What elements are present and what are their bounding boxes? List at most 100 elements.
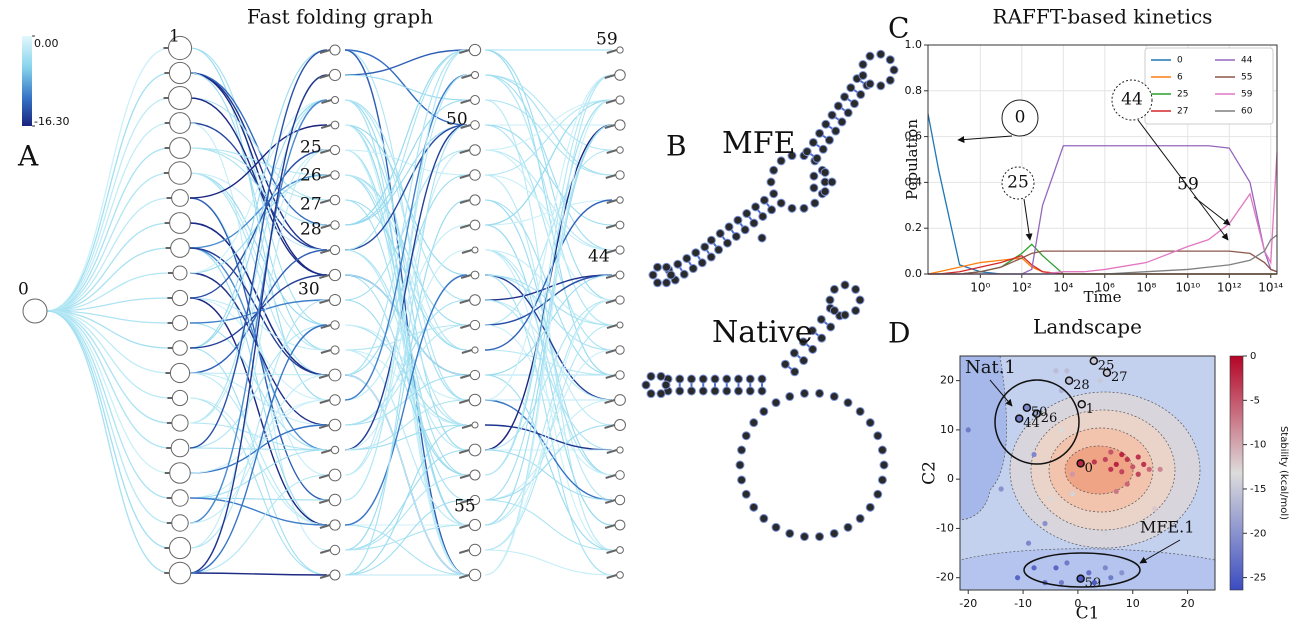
- nucleotide: [749, 418, 759, 428]
- nucleotide: [827, 110, 837, 120]
- graph-edge: [344, 124, 468, 226]
- contour-fill: [1064, 445, 1134, 495]
- graph-edge: [344, 124, 468, 276]
- graph-edge: [484, 324, 613, 551]
- graph-node: [614, 519, 626, 531]
- nucleotide: [656, 371, 666, 381]
- series-line: [928, 250, 1278, 275]
- graph-edge: [484, 149, 613, 251]
- node-stem: [605, 474, 616, 479]
- annotation-arrow: [1193, 196, 1231, 226]
- nucleotide: [767, 205, 777, 215]
- graph-node: [172, 340, 188, 356]
- graph-edge: [189, 399, 328, 474]
- legend-label: 60: [1241, 107, 1253, 117]
- annotation-label: 44: [1121, 90, 1143, 110]
- contour-fill: [960, 548, 1215, 590]
- chart-title: Landscape: [1033, 315, 1142, 339]
- node-stem: [319, 274, 330, 279]
- graph-node: [615, 470, 625, 480]
- nucleotide: [688, 264, 698, 274]
- nucleotide: [751, 202, 761, 212]
- scatter-point: [1152, 506, 1158, 512]
- nucleotide: [855, 514, 865, 524]
- nucleotide: [824, 135, 834, 145]
- nucleotide: [856, 90, 866, 100]
- scatter-point: [1124, 481, 1130, 487]
- scatter-point: [1119, 469, 1125, 475]
- nucleotide: [666, 270, 676, 280]
- nucleotide: [673, 259, 683, 269]
- node-label: 30: [298, 280, 320, 300]
- graph-node: [469, 294, 481, 306]
- nucleotide: [722, 238, 732, 248]
- nucleotide: [840, 92, 850, 102]
- legend-label: 27: [1177, 107, 1188, 117]
- scatter-point: [1135, 454, 1141, 460]
- graph-node: [330, 445, 340, 455]
- graph-node: [468, 543, 482, 557]
- point-label: 28: [1073, 378, 1090, 393]
- node-stem: [604, 74, 616, 79]
- nucleotide: [851, 306, 861, 316]
- nucleotide: [812, 153, 822, 163]
- scatter-point: [1146, 466, 1152, 472]
- nucleotide: [840, 280, 850, 290]
- graph-edge: [46, 147, 171, 312]
- nucleotide: [697, 258, 707, 268]
- graph-node: [170, 238, 190, 258]
- graph-edge: [46, 272, 171, 312]
- node-stem: [320, 349, 332, 354]
- scatter-point: [1031, 451, 1037, 458]
- nucleotide: [876, 49, 886, 59]
- graph-node: [22, 298, 48, 324]
- nucleotide: [769, 189, 779, 199]
- graph-node: [330, 95, 340, 105]
- graph-node: [469, 494, 481, 506]
- nucleotide: [876, 81, 886, 91]
- node-stem: [460, 324, 471, 329]
- graph-node: [471, 246, 479, 254]
- node-stem: [321, 99, 332, 104]
- scatter-point: [1108, 575, 1114, 581]
- node-stem: [318, 499, 330, 504]
- graph-edge: [46, 297, 171, 312]
- scatter-point: [1053, 368, 1059, 374]
- scatter-point: [1091, 459, 1097, 465]
- graph-edge: [484, 499, 613, 551]
- graph-node: [616, 321, 624, 329]
- nucleotide: [691, 248, 701, 258]
- nucleotide: [687, 386, 696, 396]
- x-axis-label: Time: [1084, 288, 1122, 306]
- nucleotide: [741, 489, 751, 499]
- annotation-arrow: [957, 135, 1013, 144]
- nucleotide: [799, 532, 809, 542]
- point-label: 25: [1098, 358, 1115, 373]
- nucleotide: [700, 242, 710, 252]
- graph-edge: [189, 474, 328, 574]
- annotation-circle: [1001, 99, 1039, 137]
- graph-edge: [189, 372, 328, 376]
- graph-node: [614, 119, 626, 131]
- x-tick-label: 10²: [1012, 281, 1032, 295]
- graph-edge: [344, 424, 468, 576]
- nucleotide: [757, 233, 767, 243]
- node-stem: [459, 174, 471, 179]
- graph-node: [328, 293, 342, 307]
- x-tick-label: 0: [1074, 597, 1081, 610]
- nucleotide: [759, 514, 769, 524]
- node-stem: [461, 74, 472, 79]
- graph-edge: [484, 299, 613, 551]
- nucleotide: [789, 348, 799, 358]
- node-label: 55: [454, 497, 476, 517]
- scatter-point: [1097, 378, 1103, 384]
- nucleotide: [802, 147, 812, 157]
- graph-edge: [344, 124, 468, 251]
- y-tick-label: 10: [940, 423, 954, 436]
- nucleotide: [710, 386, 720, 396]
- x-tick-label: 10⁸: [1136, 281, 1156, 295]
- legend-label: 25: [1177, 90, 1188, 100]
- nucleotide: [846, 83, 856, 93]
- nucleotide: [653, 262, 662, 272]
- y-tick-label: 0.4: [905, 175, 923, 188]
